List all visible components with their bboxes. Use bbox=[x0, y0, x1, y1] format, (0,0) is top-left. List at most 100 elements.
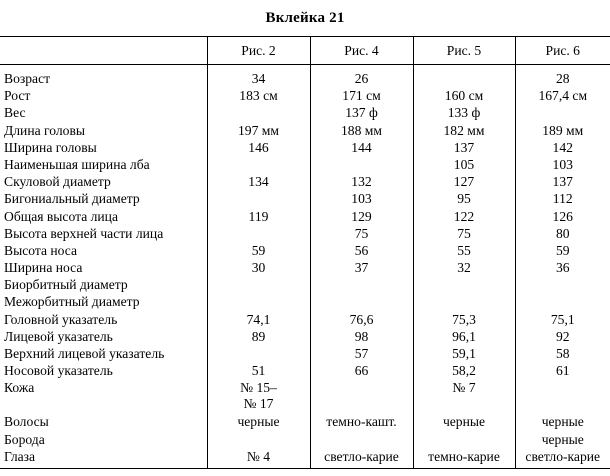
cell-value: 98 bbox=[309, 328, 413, 346]
column-header: Рис. 4 bbox=[309, 36, 413, 65]
cell-value: 34 bbox=[206, 64, 310, 89]
cell-value: 74,1 bbox=[206, 311, 310, 329]
cell-value: 89 bbox=[206, 328, 310, 346]
cell-value: 160 см bbox=[412, 88, 515, 106]
cell-value: 55 bbox=[412, 242, 515, 261]
table-row: Высота носа 59 56 55 59 bbox=[0, 242, 610, 261]
table-row: Глаза № 4 светло-карие темно-карие светло-ка… bbox=[0, 448, 610, 469]
cell-value: 61 bbox=[514, 363, 610, 381]
cell-value: 26 bbox=[309, 64, 413, 89]
cell-value: 59,1 bbox=[412, 346, 515, 364]
cell-value bbox=[206, 294, 310, 312]
cell-value: 142 bbox=[514, 139, 610, 157]
cell-value bbox=[309, 431, 413, 449]
column-header: Рис. 6 bbox=[514, 36, 610, 65]
cell-value: 132 bbox=[309, 174, 413, 192]
cell-value bbox=[309, 294, 413, 312]
cell-value bbox=[206, 225, 310, 243]
cell-value: 75,1 bbox=[514, 311, 610, 329]
table-row: Возраст 34 26 28 bbox=[0, 64, 610, 89]
cell-value: 32 bbox=[412, 260, 515, 278]
table-row: Носовой указатель 51 66 58,2 61 bbox=[0, 363, 610, 381]
row-label: Рост bbox=[4, 88, 31, 104]
table-row: Ширина носа 30 37 32 36 bbox=[0, 260, 610, 278]
table-row: Общая высота лица 119 129 122 126 bbox=[0, 208, 610, 226]
row-label: Длина головы bbox=[4, 122, 86, 138]
cell-value: 188 мм bbox=[309, 122, 413, 140]
cell-value: 57 bbox=[309, 346, 413, 364]
cell-value: 58 bbox=[514, 346, 610, 364]
cell-value bbox=[206, 346, 310, 364]
row-label: Носовой указатель bbox=[4, 363, 113, 379]
cell-value: 75,3 bbox=[412, 311, 515, 329]
table-body: Возраст 34 26 28 Рост 183 см 171 см 160 см 167,4… bbox=[0, 64, 610, 469]
cell-value bbox=[206, 191, 310, 209]
cell-value: № 15– № 17 bbox=[206, 380, 310, 415]
cell-value: светло-карие bbox=[514, 448, 610, 469]
table-row: Кожа № 15– № 17 № 7 bbox=[0, 380, 610, 415]
cell-value: 75 bbox=[309, 225, 413, 243]
cell-value: 103 bbox=[514, 156, 610, 175]
cell-value: 56 bbox=[309, 242, 413, 261]
table-row: Волосы черные темно-кашт. черные черные bbox=[0, 414, 610, 432]
cell-value: 58,2 bbox=[412, 363, 515, 381]
row-label: Бигониальный диаметр bbox=[4, 191, 140, 207]
table-row: Биорбитный диаметр bbox=[0, 277, 610, 295]
cell-value: 137 bbox=[412, 139, 515, 157]
cell-value: 133 ф bbox=[412, 105, 515, 123]
cell-value: темно-карие bbox=[412, 448, 515, 469]
cell-value bbox=[412, 64, 515, 89]
table-row: Длина головы 197 мм 188 мм 182 мм 189 мм bbox=[0, 122, 610, 140]
row-label: Наименьшая ширина лба bbox=[4, 156, 150, 172]
cell-value bbox=[514, 294, 610, 312]
cell-value bbox=[309, 277, 413, 295]
table-row: Вес 137 ф 133 ф bbox=[0, 105, 610, 123]
cell-value: 197 мм bbox=[206, 122, 310, 140]
table-row: Головной указатель 74,1 76,6 75,3 75,1 bbox=[0, 311, 610, 329]
cell-value bbox=[514, 105, 610, 123]
cell-value: № 7 bbox=[412, 380, 515, 415]
cell-value: 146 bbox=[206, 139, 310, 157]
row-label: Лицевой указатель bbox=[4, 328, 113, 344]
cell-value: черные bbox=[412, 414, 515, 432]
row-label: Верхний лицевой указатель bbox=[4, 346, 165, 361]
cell-value bbox=[206, 156, 310, 175]
cell-value: 30 bbox=[206, 260, 310, 278]
row-label: Биорбитный диаметр bbox=[4, 277, 128, 293]
cell-value: черные bbox=[514, 414, 610, 432]
cell-value: темно-кашт. bbox=[309, 414, 413, 432]
cell-value: светло-карие bbox=[309, 448, 413, 469]
row-label: Глаза bbox=[0, 448, 207, 469]
cell-value bbox=[412, 431, 515, 449]
cell-value bbox=[206, 105, 310, 123]
row-label: Возраст bbox=[4, 71, 51, 86]
table-row: Межорбитный диаметр bbox=[0, 294, 610, 312]
row-label: Волосы bbox=[4, 414, 49, 430]
table-row: Рост 183 см 171 см 160 см 167,4 см bbox=[0, 88, 610, 106]
page-title: Вклейка 21 bbox=[265, 10, 345, 26]
table-row: Скуловой диаметр 134 132 127 137 bbox=[0, 174, 610, 192]
cell-value: 37 bbox=[309, 260, 413, 278]
row-label: Борода bbox=[4, 431, 45, 447]
cell-value: черные bbox=[206, 414, 310, 432]
cell-value: черные bbox=[514, 431, 610, 449]
cell-value: 59 bbox=[206, 242, 310, 261]
table-row: Борода черные bbox=[0, 431, 610, 449]
cell-value: 183 см bbox=[206, 88, 310, 106]
table-row: Лицевой указатель 89 98 96,1 92 bbox=[0, 328, 610, 346]
cell-value: 96,1 bbox=[412, 328, 515, 346]
column-header: Рис. 5 bbox=[412, 36, 515, 65]
cell-value: 103 bbox=[309, 191, 413, 209]
cell-value: 122 bbox=[412, 208, 515, 226]
cell-value bbox=[514, 277, 610, 295]
header-row: Рис. 2 Рис. 4 Рис. 5 Рис. 6 bbox=[0, 36, 610, 65]
cell-value: 129 bbox=[309, 208, 413, 226]
cell-value: 36 bbox=[514, 260, 610, 278]
cell-value: 59 bbox=[514, 242, 610, 261]
cell-value: 105 bbox=[412, 156, 515, 175]
cell-value: 66 bbox=[309, 363, 413, 381]
header-blank bbox=[0, 36, 207, 65]
row-label: Вес bbox=[4, 105, 26, 121]
cell-value bbox=[412, 277, 515, 295]
